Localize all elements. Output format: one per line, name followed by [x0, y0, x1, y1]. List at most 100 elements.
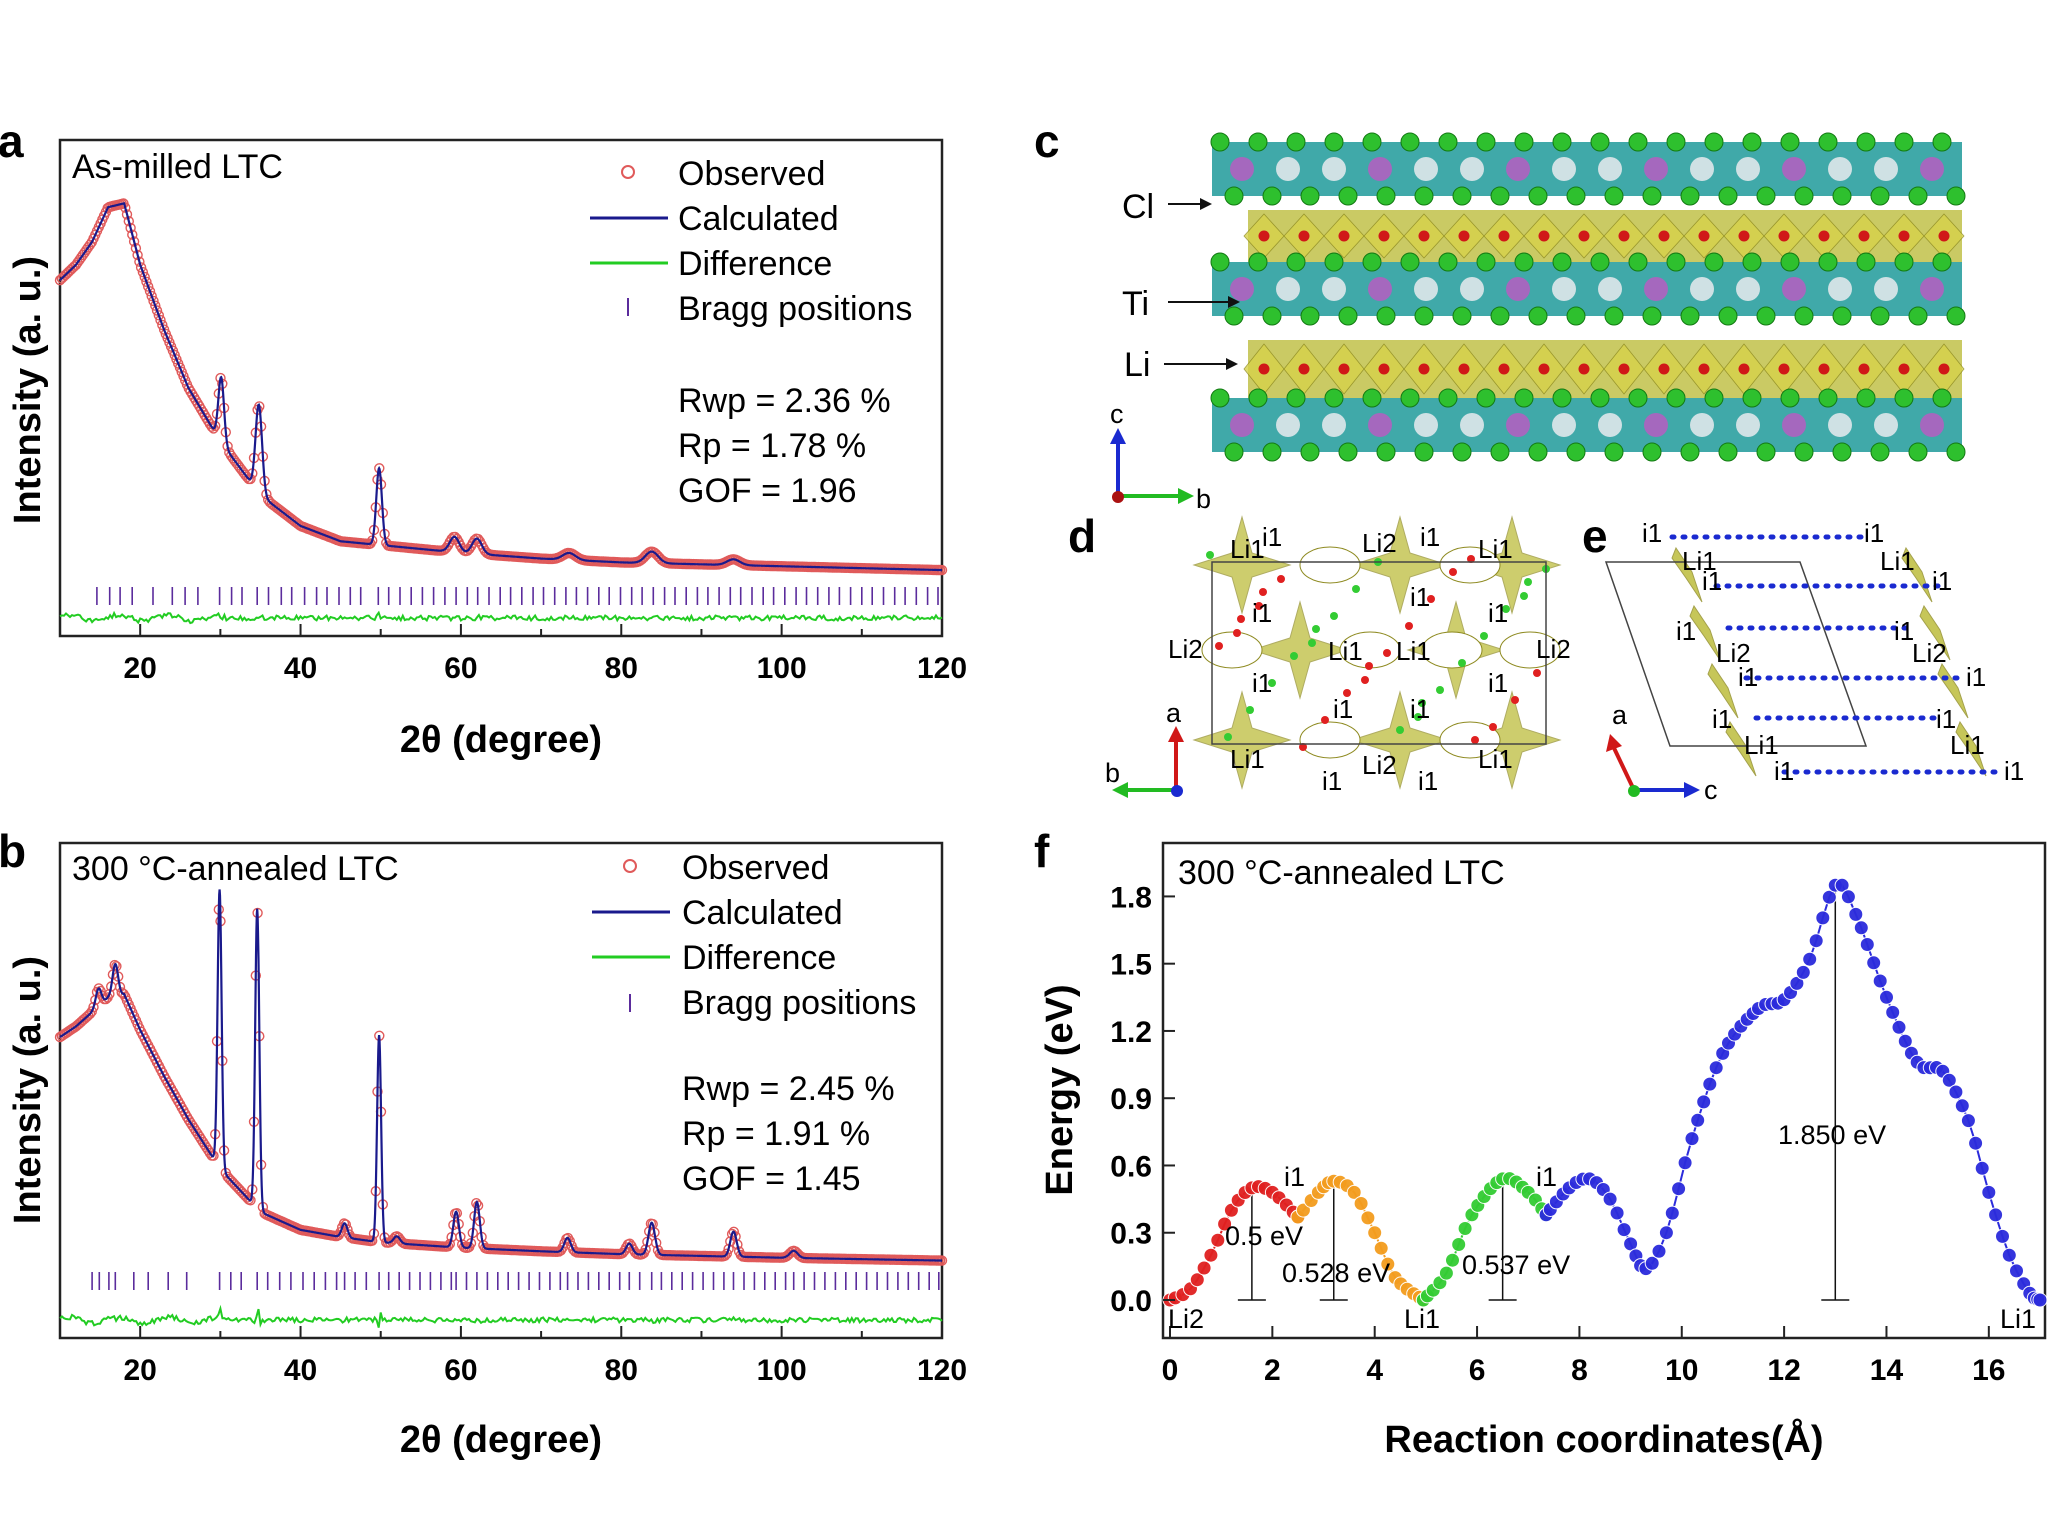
site-dot: [1330, 612, 1338, 620]
x-tick-label: 0: [1162, 1354, 1179, 1387]
energy-point: [1708, 1060, 1724, 1076]
observed-point: [225, 1175, 237, 1186]
energy-point: [1702, 1076, 1718, 1092]
cl-atom: [1818, 388, 1838, 408]
li-atom: [1658, 230, 1670, 242]
ti-atom: [1598, 157, 1622, 181]
cl-atom: [1718, 306, 1738, 326]
li-density-blob: [1192, 515, 1292, 615]
site-dot: [1206, 551, 1214, 559]
atom-label-li: Li: [1124, 346, 1150, 384]
cl-atom: [1362, 252, 1382, 272]
calculated-line: [59, 889, 942, 1262]
site-label: i1: [1702, 566, 1722, 596]
cl-atom: [1552, 252, 1572, 272]
legend-bragg: Bragg positions: [682, 984, 916, 1022]
site-dot: [1502, 605, 1510, 613]
difference-line: [59, 1304, 943, 1328]
observed-point: [88, 1001, 99, 1013]
axis-c-label: c: [1110, 399, 1124, 429]
observed-point: [151, 305, 163, 316]
x-tick-label: 100: [757, 652, 807, 685]
cl-atom: [1832, 186, 1852, 206]
site-dot: [1215, 642, 1223, 650]
observed-point: [201, 412, 212, 424]
ti-atom: [1736, 413, 1760, 437]
ti-atom: [1552, 157, 1576, 181]
cl-atom: [1210, 252, 1230, 272]
cl-atom: [1628, 252, 1648, 272]
site-label: i1: [1712, 704, 1732, 734]
axis-a-arrow: [1612, 747, 1636, 791]
ti-atom: [1460, 277, 1484, 301]
cl-atom: [1908, 306, 1928, 326]
site-dot: [1436, 686, 1444, 694]
cl-atom: [1490, 186, 1510, 206]
panel-a-observed: [54, 198, 948, 576]
li-atom: [1298, 230, 1310, 242]
observed-point: [148, 295, 159, 307]
energy-point: [1658, 1225, 1674, 1241]
ti-atom: [1828, 413, 1852, 437]
cl-atom: [1932, 132, 1952, 152]
panel-f-energy-profile: [1162, 877, 2048, 1308]
atom-label-ti: Ti: [1122, 285, 1149, 323]
li-atom: [1418, 230, 1430, 242]
site-label: Li1: [1880, 546, 1915, 576]
site-label: Li1: [1230, 534, 1265, 564]
cl-atom: [1856, 252, 1876, 272]
axis-origin-b: [1628, 785, 1640, 797]
cl-atom: [1324, 388, 1344, 408]
panel-b: b 300 °C-annealed LTC 20 40 60 80 100 120 2θ …: [0, 825, 967, 1461]
cl-atom: [1376, 442, 1396, 462]
cl-atom: [1324, 132, 1344, 152]
energy-point: [1954, 1098, 1970, 1114]
cl-atom: [1262, 442, 1282, 462]
observed-point: [245, 1195, 256, 1206]
site-label: i1: [1333, 694, 1353, 724]
site-label-li1: Li1: [1404, 1304, 1440, 1334]
site-label: i1: [1774, 756, 1794, 786]
observed-point: [142, 281, 154, 292]
observed-point: [391, 1231, 403, 1242]
cl-atom: [1400, 388, 1420, 408]
energy-point: [1840, 889, 1856, 905]
cl-atom: [1856, 132, 1876, 152]
energy-point: [1885, 1004, 1901, 1020]
energy-point: [1981, 1184, 1997, 1200]
li-atom: [1258, 363, 1270, 375]
site-dot: [1467, 555, 1475, 563]
site-dot: [1259, 588, 1267, 596]
x-tick-label: 80: [605, 652, 638, 685]
cl-atom: [1908, 442, 1928, 462]
ti-atom: [1644, 413, 1668, 437]
x-tick-label: 40: [284, 652, 317, 685]
y-tick-label: 0.3: [1110, 1218, 1152, 1251]
panel-d-density: [1192, 515, 1562, 790]
x-tick-label: 14: [1870, 1354, 1904, 1387]
site-label: i1: [1322, 766, 1342, 796]
observed-point: [135, 262, 147, 273]
panel-f: f 300 °C-annealed LTC 0 2 4 6 8 10 12 14 16 0.0 0.…: [1034, 825, 2048, 1461]
panel-b-difference: [59, 1304, 943, 1328]
li-atom: [1298, 363, 1310, 375]
site-label: i1: [1418, 766, 1438, 796]
panel-d-label: d: [1068, 510, 1096, 562]
site-dot: [1489, 723, 1497, 731]
ti-atom: [1230, 413, 1254, 437]
cl-atom: [1300, 442, 1320, 462]
energy-point: [1346, 1184, 1362, 1200]
ti-atom: [1598, 413, 1622, 437]
li-atom: [1858, 230, 1870, 242]
energy-point: [1897, 1033, 1913, 1049]
arrowhead: [1112, 782, 1128, 798]
panel-a-rwp: Rwp = 2.36 %: [678, 382, 891, 420]
li-density-blob: [1462, 690, 1562, 790]
energy-point: [1795, 964, 1811, 980]
li-atom: [1418, 363, 1430, 375]
cl-atom: [1438, 388, 1458, 408]
cl-atom: [1604, 442, 1624, 462]
observed-point: [208, 423, 219, 434]
site-dot: [1361, 676, 1369, 684]
